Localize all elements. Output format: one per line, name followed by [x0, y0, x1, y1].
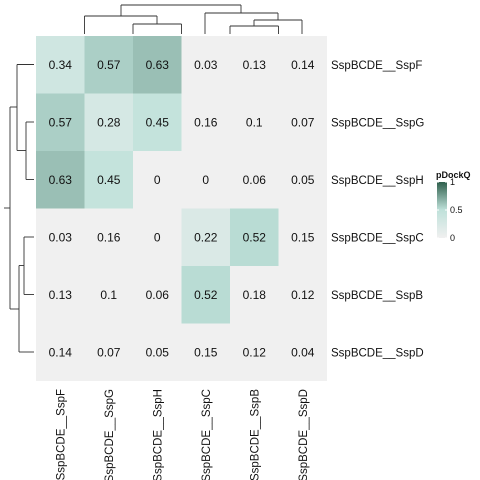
cell-value-label: 0.57: [97, 58, 121, 72]
heatmap-cell: [36, 151, 85, 209]
cell-value-label: 0.13: [49, 288, 73, 302]
column-labels: SspBCDE__SspF SspBCDE__SspG SspBCDE__SspH S…: [55, 389, 310, 480]
column-label: SspBCDE__SspC: [201, 389, 213, 480]
color-legend: pDockQ 0 0.5 1: [436, 170, 471, 243]
legend-tick-label: 1: [450, 177, 455, 187]
cell-value-label: 0.05: [146, 345, 170, 359]
column-label: SspBCDE__SspB: [249, 389, 261, 480]
heatmap-cell: [84, 93, 133, 151]
legend-title: pDockQ: [436, 170, 471, 180]
column-label: SspBCDE__SspG: [104, 389, 116, 480]
cell-value-label: 0.15: [194, 345, 218, 359]
cell-value-label: 0.06: [146, 288, 170, 302]
legend-tick-label: 0: [450, 233, 455, 243]
cell-value-label: 0.12: [291, 288, 315, 302]
cell-value-label: 0.06: [243, 173, 267, 187]
cell-value-label: 0.07: [97, 345, 121, 359]
cell-value-label: 0.22: [194, 230, 218, 244]
heatmap-cell: [230, 208, 279, 266]
cell-value-label: 0.63: [49, 173, 73, 187]
cell-value-label: 0.13: [243, 58, 267, 72]
cell-value-label: 0: [202, 173, 209, 187]
column-label: SspBCDE__SspH: [152, 389, 164, 480]
cell-value-label: 0.03: [194, 58, 218, 72]
column-label: SspBCDE__SspF: [55, 389, 67, 480]
cell-value-label: 0.57: [49, 115, 73, 129]
cell-value-label: 0.05: [291, 173, 315, 187]
cell-value-label: 0.45: [97, 173, 121, 187]
heatmap-cells: 0.34 0.57 0.63 0.03 0.13 0.14 0.57 0.28 0.45 0.16…: [36, 36, 327, 381]
heatmap-cell: [133, 36, 182, 94]
row-label: SspBCDE__SspF: [331, 60, 422, 72]
row-label: SspBCDE__SspH: [331, 175, 424, 187]
cell-value-label: 0.1: [100, 288, 117, 302]
heatmap-cell: [84, 36, 133, 94]
cell-value-label: 0.04: [291, 345, 315, 359]
cell-value-label: 0.34: [49, 58, 73, 72]
heatmap-cell: [181, 266, 230, 324]
cell-value-label: 0.52: [243, 230, 267, 244]
cell-value-label: 0.14: [49, 345, 73, 359]
row-label: SspBCDE__SspC: [331, 232, 424, 244]
cell-value-label: 0.15: [291, 230, 315, 244]
cell-value-label: 0.63: [146, 58, 170, 72]
legend-color-bar: [437, 182, 447, 238]
heatmap-cell: [84, 151, 133, 209]
heatmap-cell: [133, 93, 182, 151]
row-label: SspBCDE__SspG: [331, 117, 424, 129]
column-dendrogram: [84, 4, 303, 34]
row-dendrogram: [4, 64, 34, 353]
heatmap-cell: [36, 93, 85, 151]
row-labels: SspBCDE__SspF SspBCDE__SspG SspBCDE__SspH S…: [331, 60, 424, 360]
heatmap-cell: [36, 36, 85, 94]
cell-value-label: 0: [154, 230, 161, 244]
cell-value-label: 0.12: [243, 345, 267, 359]
cell-value-label: 0.16: [97, 230, 121, 244]
legend-tick-label: 0.5: [450, 205, 463, 215]
cell-value-label: 0.14: [291, 58, 315, 72]
heatmap-cell: [181, 208, 230, 266]
row-label: SspBCDE__SspD: [331, 347, 424, 359]
cell-value-label: 0.45: [146, 115, 170, 129]
cell-value-label: 0.16: [194, 115, 218, 129]
cell-value-label: 0: [154, 173, 161, 187]
cell-value-label: 0.18: [243, 288, 267, 302]
cell-value-label: 0.03: [49, 230, 73, 244]
cell-value-label: 0.1: [246, 115, 263, 129]
cell-value-label: 0.07: [291, 115, 315, 129]
cell-value-label: 0.52: [194, 288, 218, 302]
row-label: SspBCDE__SspB: [331, 290, 423, 302]
column-label: SspBCDE__SspD: [298, 389, 310, 480]
cell-value-label: 0.28: [97, 115, 121, 129]
